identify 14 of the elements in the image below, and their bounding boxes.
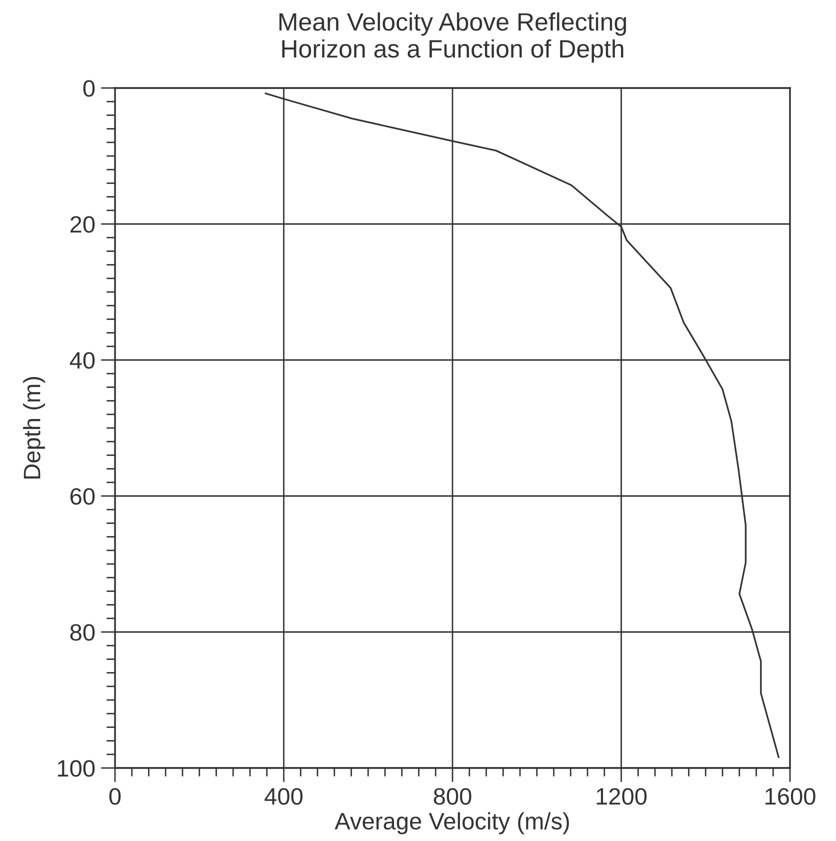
y-tick-label: 100: [58, 760, 95, 777]
x-tick-label: 800: [434, 788, 472, 805]
x-tick-label: 1600: [766, 788, 816, 805]
y-tick-label: 60: [70, 488, 95, 505]
x-tick-label: 400: [264, 788, 303, 805]
y-tick-label: 80: [70, 624, 95, 641]
y-tick-label: 20: [70, 216, 95, 233]
y-tick-label: 40: [70, 352, 95, 369]
x-axis-title: Average Velocity (m/s): [334, 812, 569, 834]
x-tick-label: 0: [109, 788, 121, 805]
y-tick-label: 0: [83, 80, 95, 97]
y-axis-title: Depth (m): [23, 376, 46, 479]
x-tick-label: 1200: [596, 788, 647, 805]
chart-title: Mean Velocity Above Reflecting Horizon as a Function of Depth: [279, 12, 626, 63]
